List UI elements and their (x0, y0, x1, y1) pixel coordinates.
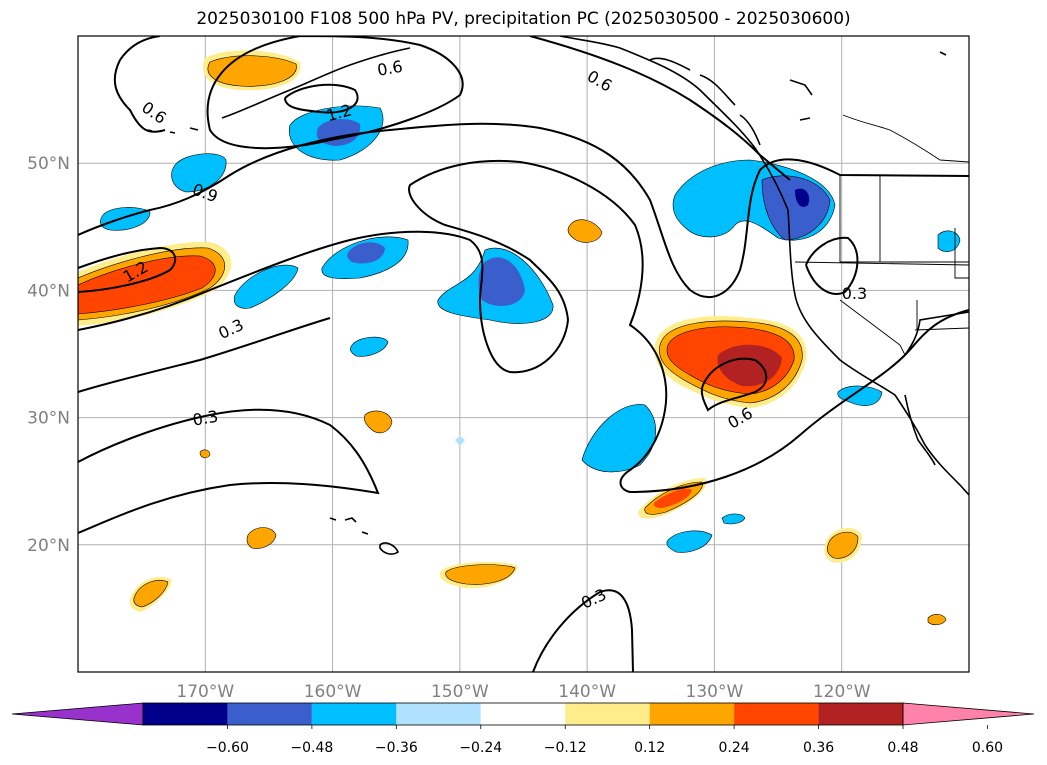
contour-label: 0.6 (376, 57, 404, 80)
colorbar-tick-label: 0.12 (634, 740, 665, 756)
colorbar-tick-label: −0.12 (544, 740, 587, 756)
colorbar-segment (565, 703, 650, 725)
lat-tick-label: 40°N (27, 281, 70, 301)
precip-shading (78, 50, 961, 626)
colorbar-frame (142, 702, 904, 726)
colorbar-segment (396, 703, 481, 725)
lon-tick-label: 130°W (686, 682, 744, 702)
state-borders (794, 114, 969, 356)
contour-label: 0.3 (215, 315, 246, 343)
contour-label: 0.3 (842, 284, 867, 303)
colorbar-extend-low (11, 702, 144, 726)
latitude-tick-labels: 20°N 30°N 40°N 50°N (27, 154, 70, 556)
lat-tick-label: 50°N (27, 154, 70, 174)
colorbar-tick-label: −0.48 (290, 740, 333, 756)
colorbar (11, 702, 1035, 726)
lon-tick-label: 120°W (813, 682, 871, 702)
colorbar-segment (480, 703, 566, 725)
lon-tick-label: 150°W (431, 682, 489, 702)
map-title: 2025030100 F108 500 hPa PV, precipitatio… (196, 9, 851, 29)
colorbar-segment (143, 703, 228, 725)
colorbar-tick-label: −0.60 (206, 740, 249, 756)
colorbar-segment (311, 703, 397, 725)
map-area: 0.60.6 0.61.20.91.20.30.30.30.60.3 (78, 36, 969, 672)
colorbar-segment (227, 703, 312, 725)
lon-tick-label: 170°W (176, 682, 234, 702)
colorbar-tick-label: 0.60 (972, 740, 1003, 756)
contour-label: 0.3 (191, 407, 219, 430)
contour-label: 0.6 (138, 98, 170, 128)
contour-label: 0.3 (578, 585, 609, 613)
contour-label: 0.6 (584, 66, 616, 95)
colorbar-segment (818, 703, 903, 725)
pv-contours (78, 36, 969, 672)
lat-tick-label: 20°N (27, 536, 70, 556)
lon-tick-label: 140°W (558, 682, 616, 702)
colorbar-tick-label: −0.36 (375, 740, 418, 756)
colorbar-tick-label: −0.24 (459, 740, 502, 756)
colorbar-tick-label: 0.48 (887, 740, 918, 756)
lat-tick-label: 30°N (27, 409, 70, 429)
longitude-tick-labels: 170°W 160°W 150°W 140°W 130°W 120°W (176, 682, 870, 702)
colorbar-segment (649, 703, 735, 725)
colorbar-tick-labels: −0.60 −0.48 −0.36 −0.24 −0.12 0.12 0.24 0.36 0.4… (206, 725, 1003, 756)
colorbar-tick-label: 0.24 (719, 740, 750, 756)
lon-tick-label: 160°W (304, 682, 362, 702)
colorbar-segment (734, 703, 819, 725)
coastlines (147, 36, 969, 555)
colorbar-tick-label: 0.36 (803, 740, 834, 756)
map-frame (77, 35, 970, 673)
colorbar-extend-high (902, 702, 1035, 726)
